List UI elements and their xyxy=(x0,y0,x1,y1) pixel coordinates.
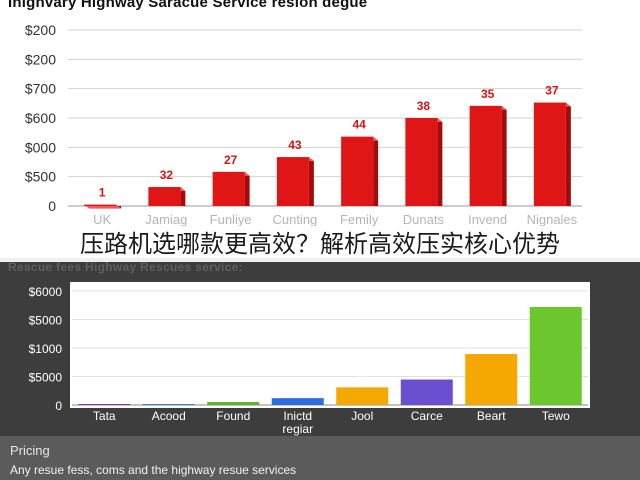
top-bar xyxy=(148,187,181,206)
top-bar-value-label: 1 xyxy=(99,186,106,200)
bottom-bar xyxy=(271,398,324,405)
bottom-bar-value-label: 1096 xyxy=(542,289,569,303)
top-bar-value-label: 38 xyxy=(417,99,431,113)
top-x-tick-label: Funliye xyxy=(210,212,252,227)
bottom-chart-title: Rescue fees Highway Rescues service: xyxy=(8,260,243,274)
top-chart-panel xyxy=(0,0,640,228)
bottom-x-tick-label: Inictd xyxy=(283,409,312,423)
top-x-tick-label: Nignales xyxy=(527,212,578,227)
top-bar xyxy=(212,171,245,206)
bottom-bar xyxy=(400,379,453,405)
top-y-tick-label: $700 xyxy=(25,81,56,97)
top-bar-value-label: 44 xyxy=(352,118,366,132)
bottom-x-tick-label: Found xyxy=(216,409,250,423)
top-bar-value-label: 35 xyxy=(481,87,495,101)
top-bar xyxy=(84,204,117,206)
bottom-x-tick-label: Jool xyxy=(351,409,373,423)
top-bar-chart: $200 $200 $700 $600 $000 $500 0 1 UK 32 Jamiag 27 Fu… xyxy=(25,22,582,227)
caption-band xyxy=(0,226,640,262)
top-y-tick-label: $500 xyxy=(25,169,56,185)
bottom-bar xyxy=(336,387,389,405)
top-bar-side xyxy=(180,187,186,206)
top-bar-value-label: 27 xyxy=(224,153,238,167)
bottom-x-tick-label: regiar xyxy=(282,422,313,436)
top-x-tick-label: UK xyxy=(93,212,111,227)
top-bar-value-label: 32 xyxy=(160,168,174,182)
bottom-bar-value-label: 1 xyxy=(101,386,108,400)
bottom-x-tick-label: Tewo xyxy=(542,409,570,423)
top-chart-title: Inighvary Highway Saracue Service resion… xyxy=(8,0,368,11)
top-y-tick-label: 0 xyxy=(48,198,56,214)
top-y-tick-label: $000 xyxy=(25,139,56,155)
top-x-tick-label: Jamiag xyxy=(145,212,187,227)
top-bar-side xyxy=(437,118,443,206)
top-bar-side xyxy=(244,171,250,206)
top-y-tick-label: $600 xyxy=(25,110,56,126)
top-bar-side xyxy=(373,136,379,206)
bottom-bar xyxy=(529,307,582,405)
bottom-y-tick-label: 0 xyxy=(55,399,62,413)
bottom-bar xyxy=(142,404,195,405)
bottom-bar-value-label: 1089 xyxy=(478,336,505,350)
bottom-bar-value-label: 8 xyxy=(294,380,301,394)
bottom-bar xyxy=(78,404,131,405)
top-x-tick-label: Dunats xyxy=(403,212,445,227)
top-bar-value-label: 37 xyxy=(545,84,559,98)
top-bar xyxy=(469,105,502,206)
bottom-x-tick-label: Tata xyxy=(93,409,116,423)
bottom-y-tick-label: $6000 xyxy=(29,285,63,299)
bottom-x-tick-label: Acood xyxy=(152,409,186,423)
bottom-bar xyxy=(207,402,260,405)
bottom-y-tick-label: $5000 xyxy=(29,371,63,385)
bottom-bar-value-label: 2 xyxy=(165,386,172,400)
top-bar-side xyxy=(565,102,571,206)
footer-strip xyxy=(0,436,640,480)
bottom-bar-value-label: 295 xyxy=(417,362,437,376)
footer-label: Pricing xyxy=(10,443,50,458)
footer-note: Any resue fess, coms and the highway res… xyxy=(10,463,297,477)
bottom-x-tick-label: Beart xyxy=(477,409,506,423)
top-y-tick-label: $200 xyxy=(25,51,56,67)
overlay-caption: 压路机选哪款更高效？解析高效压实核心优势 xyxy=(80,230,560,258)
bottom-y-tick-label: $5000 xyxy=(29,314,63,328)
top-bar-value-label: 43 xyxy=(288,138,302,152)
top-x-tick-label: Femily xyxy=(340,212,379,227)
bottom-x-tick-label: Carce xyxy=(411,409,443,423)
bottom-y-tick-label: $1000 xyxy=(29,342,63,356)
top-y-tick-label: $200 xyxy=(25,22,56,38)
top-bar xyxy=(341,136,374,206)
bottom-bar-chart: $6000 $5000 $1000 $5000 0 1 Tata 2 Acood 4 Found 8 I… xyxy=(29,285,588,436)
top-bar-side xyxy=(501,105,507,206)
bottom-bar-value-label: 37 xyxy=(356,369,370,383)
bottom-bar-value-label: 4 xyxy=(230,384,237,398)
top-x-tick-label: Invend xyxy=(468,212,507,227)
top-x-tick-label: Cunting xyxy=(272,212,317,227)
top-bar-side xyxy=(308,157,314,206)
bottom-bar xyxy=(465,354,518,405)
top-bar xyxy=(533,102,566,206)
top-bar xyxy=(276,157,309,206)
top-bar xyxy=(405,118,438,206)
